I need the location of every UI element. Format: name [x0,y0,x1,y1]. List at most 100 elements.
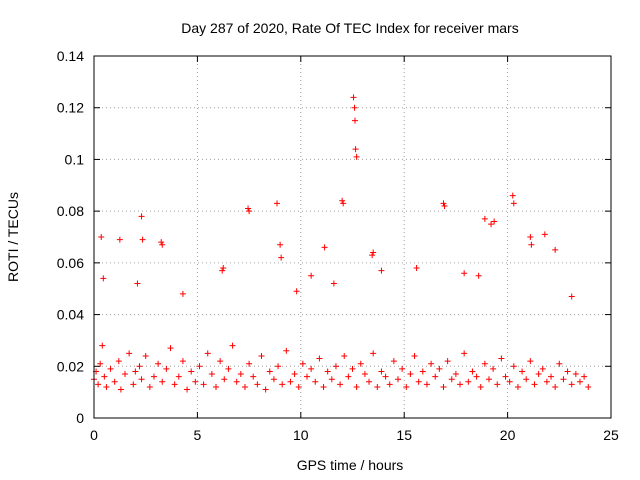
data-point [111,378,118,385]
data-point [270,376,277,383]
data-point [171,381,178,388]
data-point [295,383,302,390]
data-point [188,368,195,375]
data-point [213,383,220,390]
data-point [531,381,538,388]
data-point [287,378,294,385]
x-tick-label: 5 [194,427,202,443]
data-point [219,267,226,274]
data-point [370,350,377,357]
data-point [283,347,290,354]
x-tick-label: 0 [90,427,98,443]
data-point [330,280,337,287]
data-point [204,350,211,357]
data-point [528,241,535,248]
data-point [357,360,364,367]
y-tick-label: 0.1 [65,151,85,167]
data-point [196,363,203,370]
data-point [345,373,352,380]
y-tick-label: 0 [76,410,84,426]
data-point [481,360,488,367]
data-point [535,371,542,378]
data-point [217,358,224,365]
data-point [390,358,397,365]
data-point [321,244,328,251]
data-point [142,352,149,359]
data-point [411,352,418,359]
y-axis-ticks: 0 0.02 0.04 0.06 0.08 0.1 0.12 0.14 [57,48,611,426]
data-point [440,383,447,390]
data-point [361,371,368,378]
y-tick-label: 0.12 [57,100,84,116]
data-point [324,368,331,375]
data-point [138,213,145,220]
data-point [465,378,472,385]
data-point [246,208,253,215]
data-point [502,373,509,380]
data-point [349,365,356,372]
data-point [428,360,435,367]
data-point [556,360,563,367]
data-point [351,117,358,124]
data-point [192,378,199,385]
data-point [498,355,505,362]
data-point [519,368,526,375]
x-axis-label: GPS time / hours [297,457,404,473]
x-tick-label: 25 [603,427,619,443]
data-point [415,378,422,385]
data-point [568,381,575,388]
data-point [279,381,286,388]
x-axis-ticks: 0 5 10 15 20 25 [90,56,619,443]
data-point [150,373,157,380]
data-point [107,365,114,372]
data-point [527,234,534,240]
data-point [560,376,567,383]
data-point [312,378,319,385]
data-point [132,368,139,375]
data-point [448,376,455,383]
y-tick-label: 0.02 [57,358,84,374]
data-point [552,383,559,390]
grid [94,56,611,418]
data-point [475,272,482,279]
data-point [399,365,406,372]
data-point [100,275,107,282]
data-point [407,371,414,378]
data-point [441,202,448,209]
data-point [585,383,592,390]
data-point [552,246,559,253]
data-point [548,373,555,380]
data-point [543,378,550,385]
data-point [581,373,588,380]
data-point [233,378,240,385]
data-point [146,383,153,390]
x-tick-label: 20 [500,427,516,443]
data-point [246,360,253,367]
data-point [304,373,311,380]
chart-title: Day 287 of 2020, Rate Of TEC Index for r… [181,20,518,36]
data-point [332,363,339,370]
data-point [139,236,146,243]
data-point [378,368,385,375]
data-point [99,342,106,349]
data-point [352,146,359,153]
data-point [308,272,315,279]
data-point [378,267,385,274]
data-point [266,368,273,375]
data-point [432,373,439,380]
data-point [316,355,323,362]
data-point [413,265,420,272]
data-point [179,290,186,297]
data-point [155,360,162,367]
data-point [382,373,389,380]
data-point [200,381,207,388]
data-point [353,153,360,160]
data-point [351,104,358,111]
data-point [97,360,104,367]
data-point [308,365,315,372]
data-point [103,383,110,390]
data-point [473,373,480,380]
data-point [221,376,228,383]
data-point [477,383,484,390]
y-axis-label: ROTI / TECUs [5,192,21,282]
